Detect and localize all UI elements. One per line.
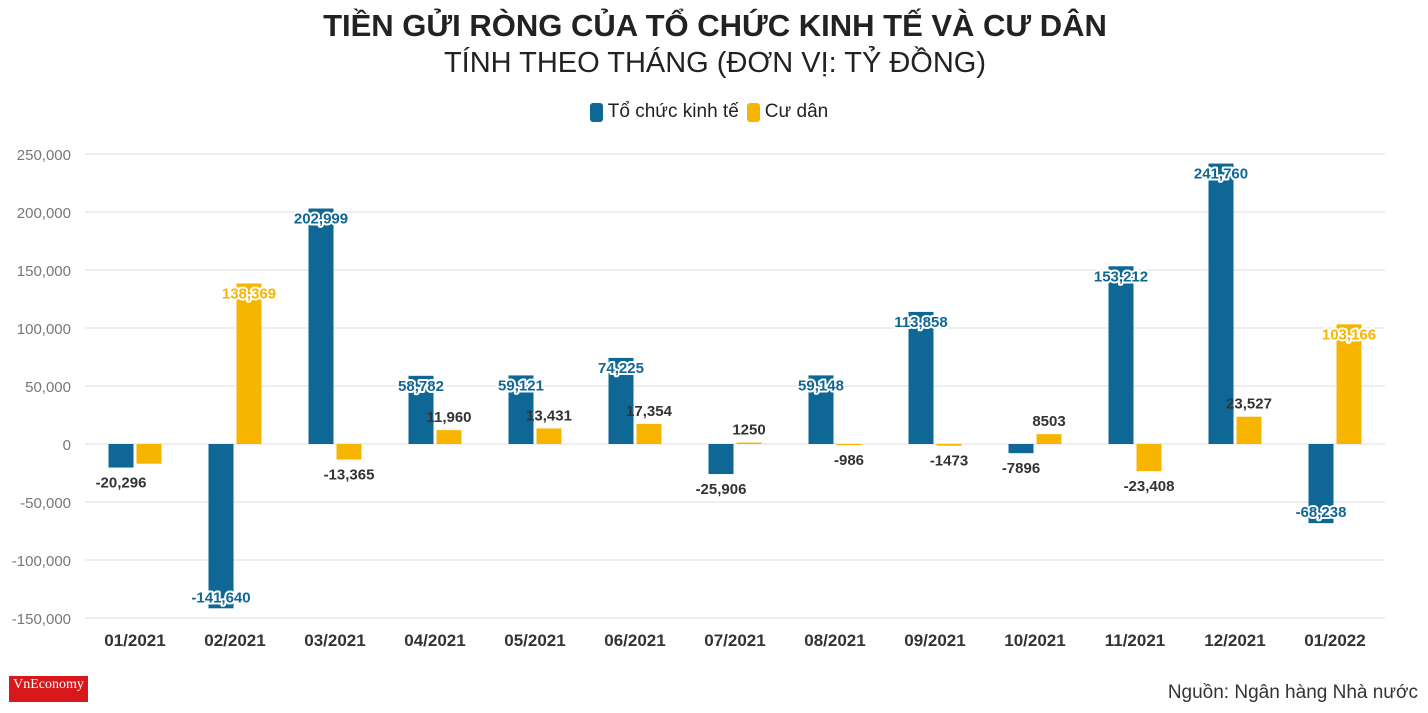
bar-to-chuc — [508, 375, 534, 444]
x-tick-label: 01/2022 — [1304, 631, 1365, 650]
data-label-to-chuc: -68,238 — [1296, 504, 1347, 521]
legend-label-to-chuc: Tổ chức kinh tế — [607, 101, 739, 122]
y-tick-label: 200,000 — [17, 205, 71, 222]
data-label-to-chuc: -20,296 — [96, 475, 147, 492]
bar-cu-dan — [136, 444, 162, 464]
bar-to-chuc — [808, 375, 834, 444]
bar-to-chuc — [408, 375, 434, 444]
vneconomy-logo: VnEconomy — [9, 676, 88, 702]
x-tick-label: 12/2021 — [1204, 631, 1265, 650]
y-tick-label: 250,000 — [17, 147, 71, 164]
chart-subtitle: TÍNH THEO THÁNG (ĐƠN VỊ: TỶ ĐỒNG) — [443, 47, 987, 79]
data-label-to-chuc: 59,148 — [798, 377, 844, 394]
data-label-to-chuc: 113,858 — [894, 314, 947, 331]
bar-cu-dan — [336, 444, 362, 460]
bar-to-chuc — [708, 444, 734, 475]
legend-item-to-chuc[interactable]: Tổ chức kinh tế — [589, 101, 739, 123]
data-label-cu-dan: -23,408 — [1124, 478, 1175, 495]
data-label-cu-dan: -13,365 — [324, 467, 375, 484]
bar-cu-dan — [536, 428, 562, 444]
data-label-to-chuc: -7896 — [1002, 460, 1040, 477]
data-label-cu-dan: 8503 — [1032, 413, 1065, 430]
x-tick-label: 09/2021 — [904, 631, 965, 650]
y-tick-label: -150,000 — [12, 611, 71, 628]
legend-swatch-to-chuc — [589, 102, 603, 122]
legend: Tổ chức kinh tế Cư dân — [0, 101, 1418, 123]
legend-item-cu-dan[interactable]: Cư dân — [746, 101, 829, 123]
bar-cu-dan — [236, 283, 262, 444]
data-label-to-chuc: 58,782 — [398, 378, 444, 395]
x-tick-label: 01/2021 — [104, 631, 165, 650]
chart-title: TIỀN GỬI RÒNG CỦA TỔ CHỨC KINH TẾ VÀ CƯ … — [323, 8, 1107, 43]
y-tick-label: 100,000 — [17, 321, 71, 338]
bar-to-chuc — [608, 357, 634, 444]
x-tick-label: 05/2021 — [504, 631, 565, 650]
y-tick-label: 50,000 — [25, 379, 71, 396]
data-label-cu-dan: 1250 — [732, 422, 765, 439]
data-label-cu-dan: 13,431 — [526, 407, 572, 424]
x-tick-label: 07/2021 — [704, 631, 765, 650]
bar-cu-dan — [1236, 416, 1262, 444]
data-label-cu-dan: 138,369 — [222, 285, 276, 302]
bar-cu-dan — [1036, 434, 1062, 444]
y-tick-label: 0 — [63, 437, 71, 454]
data-label-cu-dan: 23,527 — [1226, 396, 1272, 413]
x-tick-label: 03/2021 — [304, 631, 365, 650]
data-label-cu-dan: -1473 — [930, 453, 968, 470]
y-tick-label: 150,000 — [17, 263, 71, 280]
bar-to-chuc — [1208, 163, 1234, 444]
bar-to-chuc — [908, 311, 934, 444]
data-label-to-chuc: 153,212 — [1094, 268, 1148, 285]
bar-to-chuc — [1008, 444, 1034, 454]
bar-cu-dan — [636, 423, 662, 444]
data-label-to-chuc: 241,760 — [1194, 166, 1248, 183]
legend-swatch-cu-dan — [746, 102, 760, 122]
bar-cu-dan — [836, 444, 862, 446]
source-note: Nguồn: Ngân hàng Nhà nước — [1167, 682, 1418, 703]
data-label-cu-dan: 17,354 — [626, 403, 673, 420]
x-tick-label: 10/2021 — [1004, 631, 1065, 650]
x-tick-label: 06/2021 — [604, 631, 665, 650]
bar-to-chuc — [108, 444, 134, 468]
data-label-to-chuc: 74,225 — [598, 360, 644, 377]
x-tick-label: 02/2021 — [204, 631, 265, 650]
bar-cu-dan — [936, 444, 962, 446]
x-tick-label: 11/2021 — [1105, 631, 1166, 650]
data-label-to-chuc: -141,640 — [191, 589, 250, 606]
data-label-cu-dan: 11,960 — [426, 409, 471, 426]
bar-to-chuc — [1308, 444, 1334, 524]
bar-to-chuc — [1108, 266, 1134, 444]
bar-to-chuc — [208, 444, 234, 609]
bar-cu-dan — [436, 430, 462, 444]
data-label-to-chuc: 202,999 — [294, 211, 348, 228]
data-label-cu-dan: -986 — [834, 452, 864, 469]
y-tick-label: -50,000 — [20, 495, 71, 512]
bar-to-chuc — [308, 208, 334, 444]
data-label-to-chuc: -25,906 — [696, 481, 747, 498]
x-tick-label: 08/2021 — [804, 631, 865, 650]
x-tick-label: 04/2021 — [404, 631, 465, 650]
data-label-cu-dan: 103,166 — [1322, 326, 1376, 343]
y-tick-label: -100,000 — [12, 553, 71, 570]
bar-cu-dan — [736, 442, 762, 444]
data-label-to-chuc: 59,121 — [498, 377, 544, 394]
bar-cu-dan — [1136, 444, 1162, 472]
legend-label-cu-dan: Cư dân — [764, 101, 829, 122]
bar-cu-dan — [1336, 324, 1362, 444]
